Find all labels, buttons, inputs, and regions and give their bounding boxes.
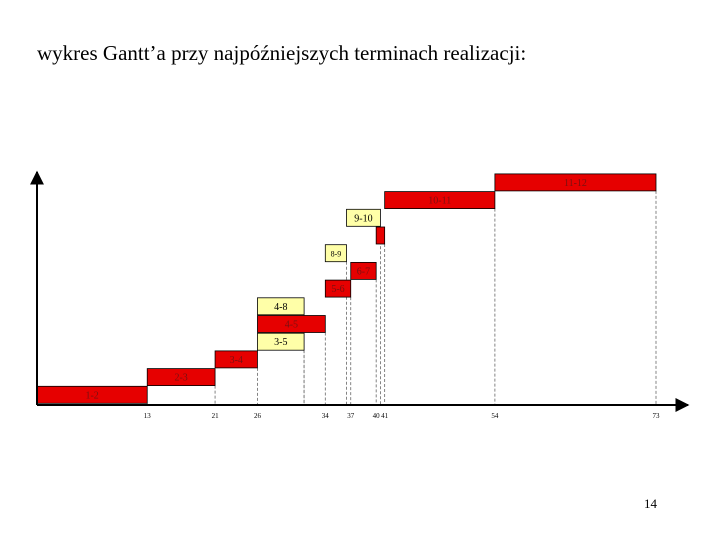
task-bar-1-2: 1-2 — [36, 385, 148, 404]
task-label: 9-10 — [354, 213, 372, 224]
x-tick-label: 21 — [212, 412, 220, 420]
task-bar-4-5: 4-5 — [257, 315, 326, 333]
x-tick-label: 41 — [381, 412, 389, 420]
page-number: 14 — [644, 496, 657, 511]
task-bar-rect — [346, 208, 381, 227]
task-label: 8-9 — [331, 250, 342, 259]
task-label: 5-6 — [331, 284, 344, 295]
task-bar-rect — [146, 368, 216, 387]
task-bar-rect — [257, 332, 305, 351]
task-label: 3-5 — [274, 337, 287, 348]
task-bar-rect — [350, 261, 377, 280]
task-label: 1-2 — [85, 390, 98, 401]
grid-lines — [146, 190, 657, 405]
x-tick-label: 13 — [144, 412, 152, 420]
task-bar-3-5: 3-5 — [257, 332, 305, 351]
x-tick-label: 34 — [322, 412, 330, 420]
task-bar-rect — [324, 279, 352, 298]
task-label: 2-3 — [174, 373, 187, 384]
task-label: 11-12 — [564, 178, 587, 189]
task-label: 4-8 — [274, 302, 287, 313]
task-bar-rect — [384, 191, 496, 210]
task-bar-rect — [375, 226, 386, 245]
task-bar-3-4: 3-4 — [214, 350, 258, 369]
task-bar-10-11: 10-11 — [384, 191, 496, 210]
task-label: 3-4 — [230, 355, 243, 366]
page-title: wykres Gantt’a przy najpóźniejszych term… — [37, 41, 527, 65]
task-bar-rect — [257, 315, 326, 333]
x-tick-label: 26 — [254, 412, 262, 420]
task-bar-rect — [494, 173, 657, 192]
x-tick-label: 73 — [653, 412, 661, 420]
x-tick-label: 37 — [347, 412, 355, 420]
task-bar-6-7: 6-7 — [350, 261, 377, 280]
x-tick-label: 54 — [491, 412, 499, 420]
task-bar-11-12: 11-12 — [494, 173, 657, 192]
task-label: 10-11 — [428, 196, 451, 207]
task-bar-8-9: 8-9 — [324, 244, 347, 263]
x-tick-labels: 13 21 26 34 37 40 41 54 73 — [144, 412, 660, 420]
task-bar-9-10: 9-10 — [346, 208, 381, 227]
task-bar-rect — [324, 244, 347, 263]
task-bar-4-8: 4-8 — [257, 297, 305, 316]
task-label: 6-7 — [357, 266, 370, 277]
task-bar-rect — [257, 297, 305, 316]
x-tick-label: 40 — [373, 412, 381, 420]
task-bar-rect — [214, 350, 258, 369]
task-label: 4-5 — [285, 320, 298, 331]
task-bar-5-6: 5-6 — [324, 279, 352, 298]
task-bar-2-3: 2-3 — [146, 368, 216, 387]
task-bar-unlabeled — [375, 226, 386, 245]
